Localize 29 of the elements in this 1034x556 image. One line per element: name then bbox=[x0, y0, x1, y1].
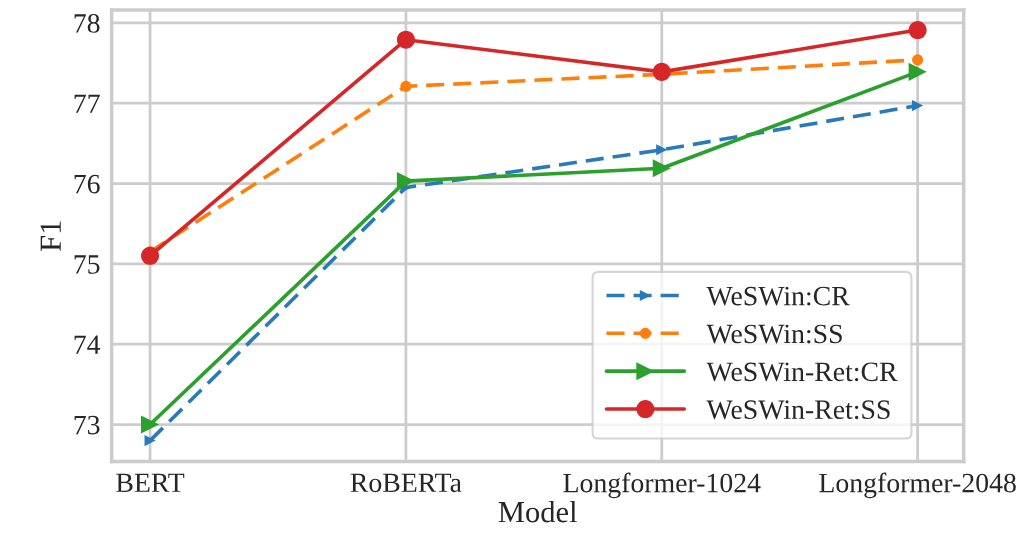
legend-label: WeSWin-Ret:SS bbox=[706, 400, 890, 420]
y-tick-label: 77 bbox=[74, 94, 100, 113]
point bbox=[912, 100, 924, 112]
point bbox=[396, 172, 415, 191]
legend-label: WeSWin-Ret:CR bbox=[706, 362, 898, 382]
x-tick-label: RoBERTa bbox=[350, 473, 462, 493]
legend-label: WeSWin:SS bbox=[706, 324, 842, 344]
y-tick-label: 78 bbox=[74, 14, 100, 33]
y-tick-label: 75 bbox=[74, 255, 100, 274]
point bbox=[400, 80, 412, 92]
point bbox=[912, 54, 924, 66]
x-axis-title: Model bbox=[498, 500, 577, 523]
point bbox=[656, 144, 668, 156]
y-tick-label: 73 bbox=[74, 415, 100, 435]
legend-label: WeSWin:CR bbox=[706, 286, 850, 306]
point bbox=[652, 159, 671, 178]
point bbox=[908, 21, 927, 40]
point bbox=[144, 435, 156, 447]
x-tick-label: BERT bbox=[116, 473, 185, 492]
x-tick-label: Longformer-2048 bbox=[819, 472, 1016, 499]
point bbox=[652, 62, 671, 81]
point bbox=[141, 415, 160, 434]
x-tick-label: Longformer-1024 bbox=[563, 472, 761, 499]
point bbox=[396, 30, 415, 49]
y-tick-label: 74 bbox=[74, 335, 101, 354]
y-axis-title: F1 bbox=[40, 221, 61, 251]
point bbox=[141, 246, 160, 265]
point bbox=[908, 62, 927, 81]
y-tick-label: 76 bbox=[74, 174, 100, 194]
